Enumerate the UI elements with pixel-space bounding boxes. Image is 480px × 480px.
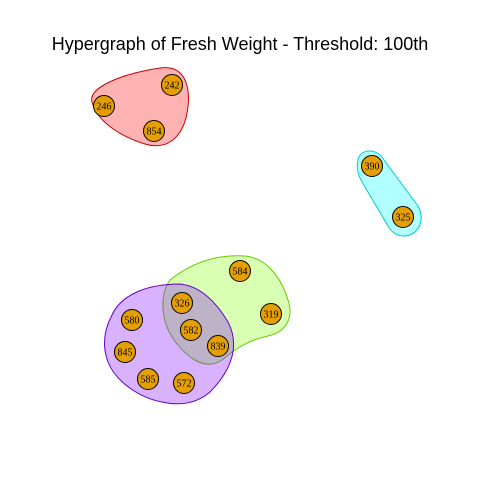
svg-text:845: 845 <box>118 348 133 359</box>
svg-text:325: 325 <box>396 213 411 224</box>
node-580: 580 <box>121 309 143 331</box>
node-845: 845 <box>114 341 136 363</box>
node-390: 390 <box>361 155 383 177</box>
svg-text:580: 580 <box>125 316 140 327</box>
node-585: 585 <box>137 368 159 390</box>
svg-text:572: 572 <box>177 379 192 390</box>
node-839: 839 <box>207 335 229 357</box>
node-584: 584 <box>229 260 251 282</box>
node-319: 319 <box>260 303 282 325</box>
svg-text:390: 390 <box>365 162 380 173</box>
node-246: 246 <box>93 95 115 117</box>
node-325: 325 <box>392 206 414 228</box>
node-572: 572 <box>173 372 195 394</box>
svg-text:242: 242 <box>165 81 180 92</box>
svg-text:246: 246 <box>97 102 112 113</box>
svg-text:582: 582 <box>184 326 199 337</box>
node-854: 854 <box>143 120 165 142</box>
svg-text:585: 585 <box>141 375 156 386</box>
node-326: 326 <box>171 292 193 314</box>
svg-text:584: 584 <box>233 267 248 278</box>
svg-text:326: 326 <box>175 299 190 310</box>
node-242: 242 <box>161 74 183 96</box>
svg-text:319: 319 <box>264 310 279 321</box>
graph-title: Hypergraph of Fresh Weight - Threshold: … <box>51 34 429 54</box>
svg-text:839: 839 <box>211 342 226 353</box>
svg-text:854: 854 <box>147 127 162 138</box>
node-582: 582 <box>180 319 202 341</box>
